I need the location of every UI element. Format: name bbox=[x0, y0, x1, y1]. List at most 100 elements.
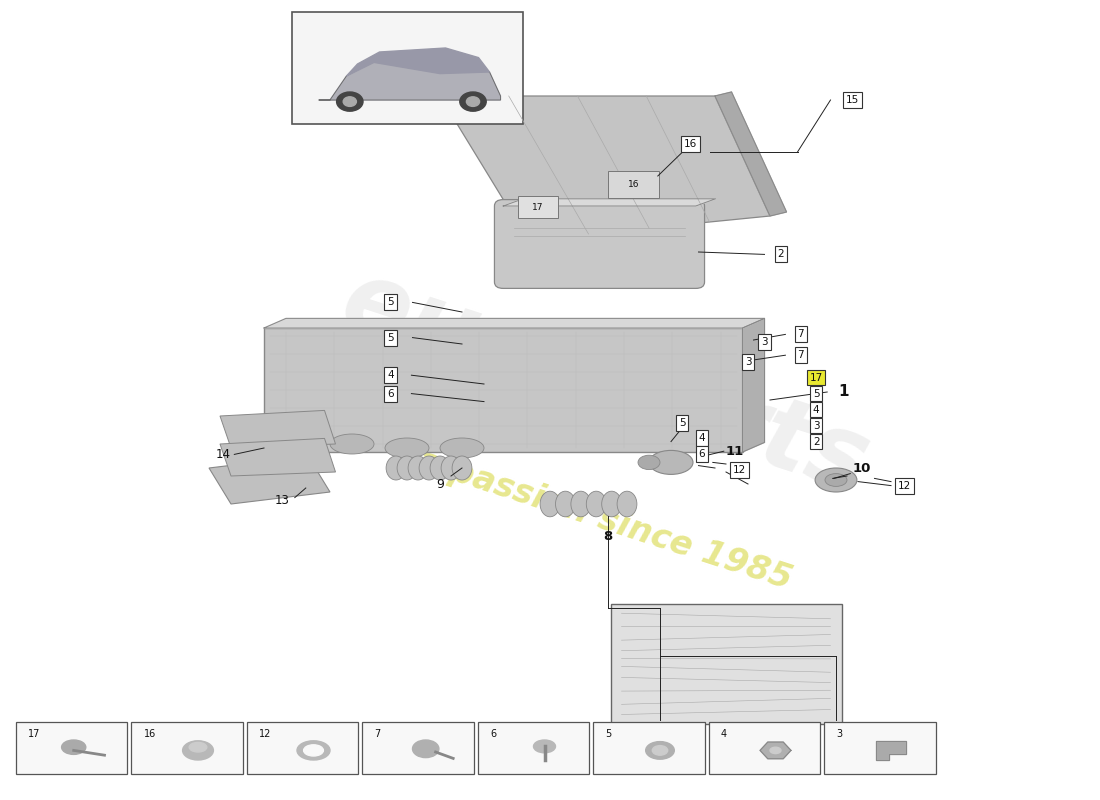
Ellipse shape bbox=[412, 740, 439, 758]
Circle shape bbox=[337, 92, 363, 111]
Ellipse shape bbox=[649, 450, 693, 474]
FancyBboxPatch shape bbox=[825, 722, 935, 774]
Ellipse shape bbox=[825, 474, 847, 486]
Text: 3: 3 bbox=[745, 357, 751, 366]
Text: 5: 5 bbox=[606, 729, 612, 739]
FancyBboxPatch shape bbox=[495, 200, 705, 289]
Text: 8: 8 bbox=[604, 530, 613, 542]
Text: 7: 7 bbox=[798, 350, 804, 360]
Text: euroParts: euroParts bbox=[329, 253, 881, 515]
Text: 5: 5 bbox=[813, 389, 820, 398]
Ellipse shape bbox=[304, 745, 323, 756]
Text: 16: 16 bbox=[628, 180, 639, 190]
FancyBboxPatch shape bbox=[518, 196, 558, 218]
FancyBboxPatch shape bbox=[16, 722, 128, 774]
Polygon shape bbox=[440, 96, 770, 240]
Ellipse shape bbox=[586, 491, 606, 517]
Polygon shape bbox=[220, 410, 336, 448]
Text: 5: 5 bbox=[679, 418, 685, 428]
Text: 7: 7 bbox=[798, 330, 804, 339]
Text: 17: 17 bbox=[532, 202, 543, 212]
Ellipse shape bbox=[62, 740, 86, 754]
Bar bbox=[264, 328, 742, 452]
FancyBboxPatch shape bbox=[477, 722, 590, 774]
Text: 4: 4 bbox=[387, 370, 394, 380]
Ellipse shape bbox=[419, 456, 439, 480]
Ellipse shape bbox=[556, 491, 575, 517]
Ellipse shape bbox=[183, 741, 213, 760]
Polygon shape bbox=[504, 199, 716, 206]
Ellipse shape bbox=[330, 434, 374, 454]
Text: 14: 14 bbox=[216, 448, 231, 461]
FancyBboxPatch shape bbox=[363, 722, 473, 774]
Polygon shape bbox=[742, 318, 764, 452]
Text: 2: 2 bbox=[778, 250, 784, 259]
Ellipse shape bbox=[397, 456, 417, 480]
Ellipse shape bbox=[440, 438, 484, 458]
Polygon shape bbox=[209, 456, 330, 504]
Text: 7: 7 bbox=[374, 729, 381, 739]
Text: 5: 5 bbox=[387, 298, 394, 307]
Ellipse shape bbox=[770, 747, 781, 754]
Text: 17: 17 bbox=[810, 373, 823, 382]
FancyBboxPatch shape bbox=[248, 722, 359, 774]
Text: 6: 6 bbox=[698, 450, 705, 459]
Text: 1: 1 bbox=[838, 385, 849, 399]
Text: 3: 3 bbox=[761, 338, 768, 347]
Text: 5: 5 bbox=[387, 333, 394, 342]
Ellipse shape bbox=[430, 456, 450, 480]
Text: 6: 6 bbox=[387, 389, 394, 398]
Text: 9: 9 bbox=[436, 478, 444, 490]
Polygon shape bbox=[760, 742, 791, 758]
Text: 4: 4 bbox=[698, 434, 705, 443]
Polygon shape bbox=[346, 48, 490, 76]
FancyBboxPatch shape bbox=[594, 722, 705, 774]
Ellipse shape bbox=[617, 491, 637, 517]
Text: 4: 4 bbox=[813, 405, 820, 414]
Ellipse shape bbox=[189, 742, 207, 752]
Text: 16: 16 bbox=[143, 729, 156, 739]
Text: 6: 6 bbox=[491, 729, 496, 739]
Text: 16: 16 bbox=[684, 139, 697, 149]
Ellipse shape bbox=[385, 438, 429, 458]
Text: 3: 3 bbox=[813, 421, 820, 430]
Text: 13: 13 bbox=[275, 494, 290, 506]
Ellipse shape bbox=[638, 455, 660, 470]
Ellipse shape bbox=[602, 491, 621, 517]
Text: 3: 3 bbox=[837, 729, 843, 739]
Text: 11: 11 bbox=[726, 445, 745, 458]
Circle shape bbox=[343, 97, 356, 106]
FancyBboxPatch shape bbox=[132, 722, 242, 774]
Polygon shape bbox=[876, 741, 906, 760]
Circle shape bbox=[460, 92, 486, 111]
Ellipse shape bbox=[386, 456, 406, 480]
Text: 2: 2 bbox=[813, 437, 820, 446]
FancyBboxPatch shape bbox=[610, 604, 842, 724]
Ellipse shape bbox=[408, 456, 428, 480]
Ellipse shape bbox=[815, 468, 857, 492]
FancyBboxPatch shape bbox=[292, 12, 522, 124]
Text: 15: 15 bbox=[846, 95, 859, 105]
Polygon shape bbox=[264, 318, 764, 328]
Ellipse shape bbox=[297, 741, 330, 760]
Text: 12: 12 bbox=[898, 481, 911, 490]
Ellipse shape bbox=[534, 740, 556, 753]
FancyBboxPatch shape bbox=[710, 722, 821, 774]
Polygon shape bbox=[220, 438, 336, 476]
FancyBboxPatch shape bbox=[608, 171, 659, 198]
Ellipse shape bbox=[571, 491, 591, 517]
Circle shape bbox=[466, 97, 480, 106]
Text: a passion since 1985: a passion since 1985 bbox=[414, 444, 796, 596]
Text: 17: 17 bbox=[29, 729, 41, 739]
Text: 12: 12 bbox=[733, 466, 746, 475]
Ellipse shape bbox=[646, 742, 674, 759]
Polygon shape bbox=[319, 58, 500, 100]
Polygon shape bbox=[715, 92, 786, 216]
Ellipse shape bbox=[652, 746, 668, 755]
Ellipse shape bbox=[441, 456, 461, 480]
Text: 10: 10 bbox=[852, 462, 871, 474]
Ellipse shape bbox=[540, 491, 560, 517]
Ellipse shape bbox=[452, 456, 472, 480]
Text: 4: 4 bbox=[722, 729, 727, 739]
Text: 12: 12 bbox=[260, 729, 272, 739]
